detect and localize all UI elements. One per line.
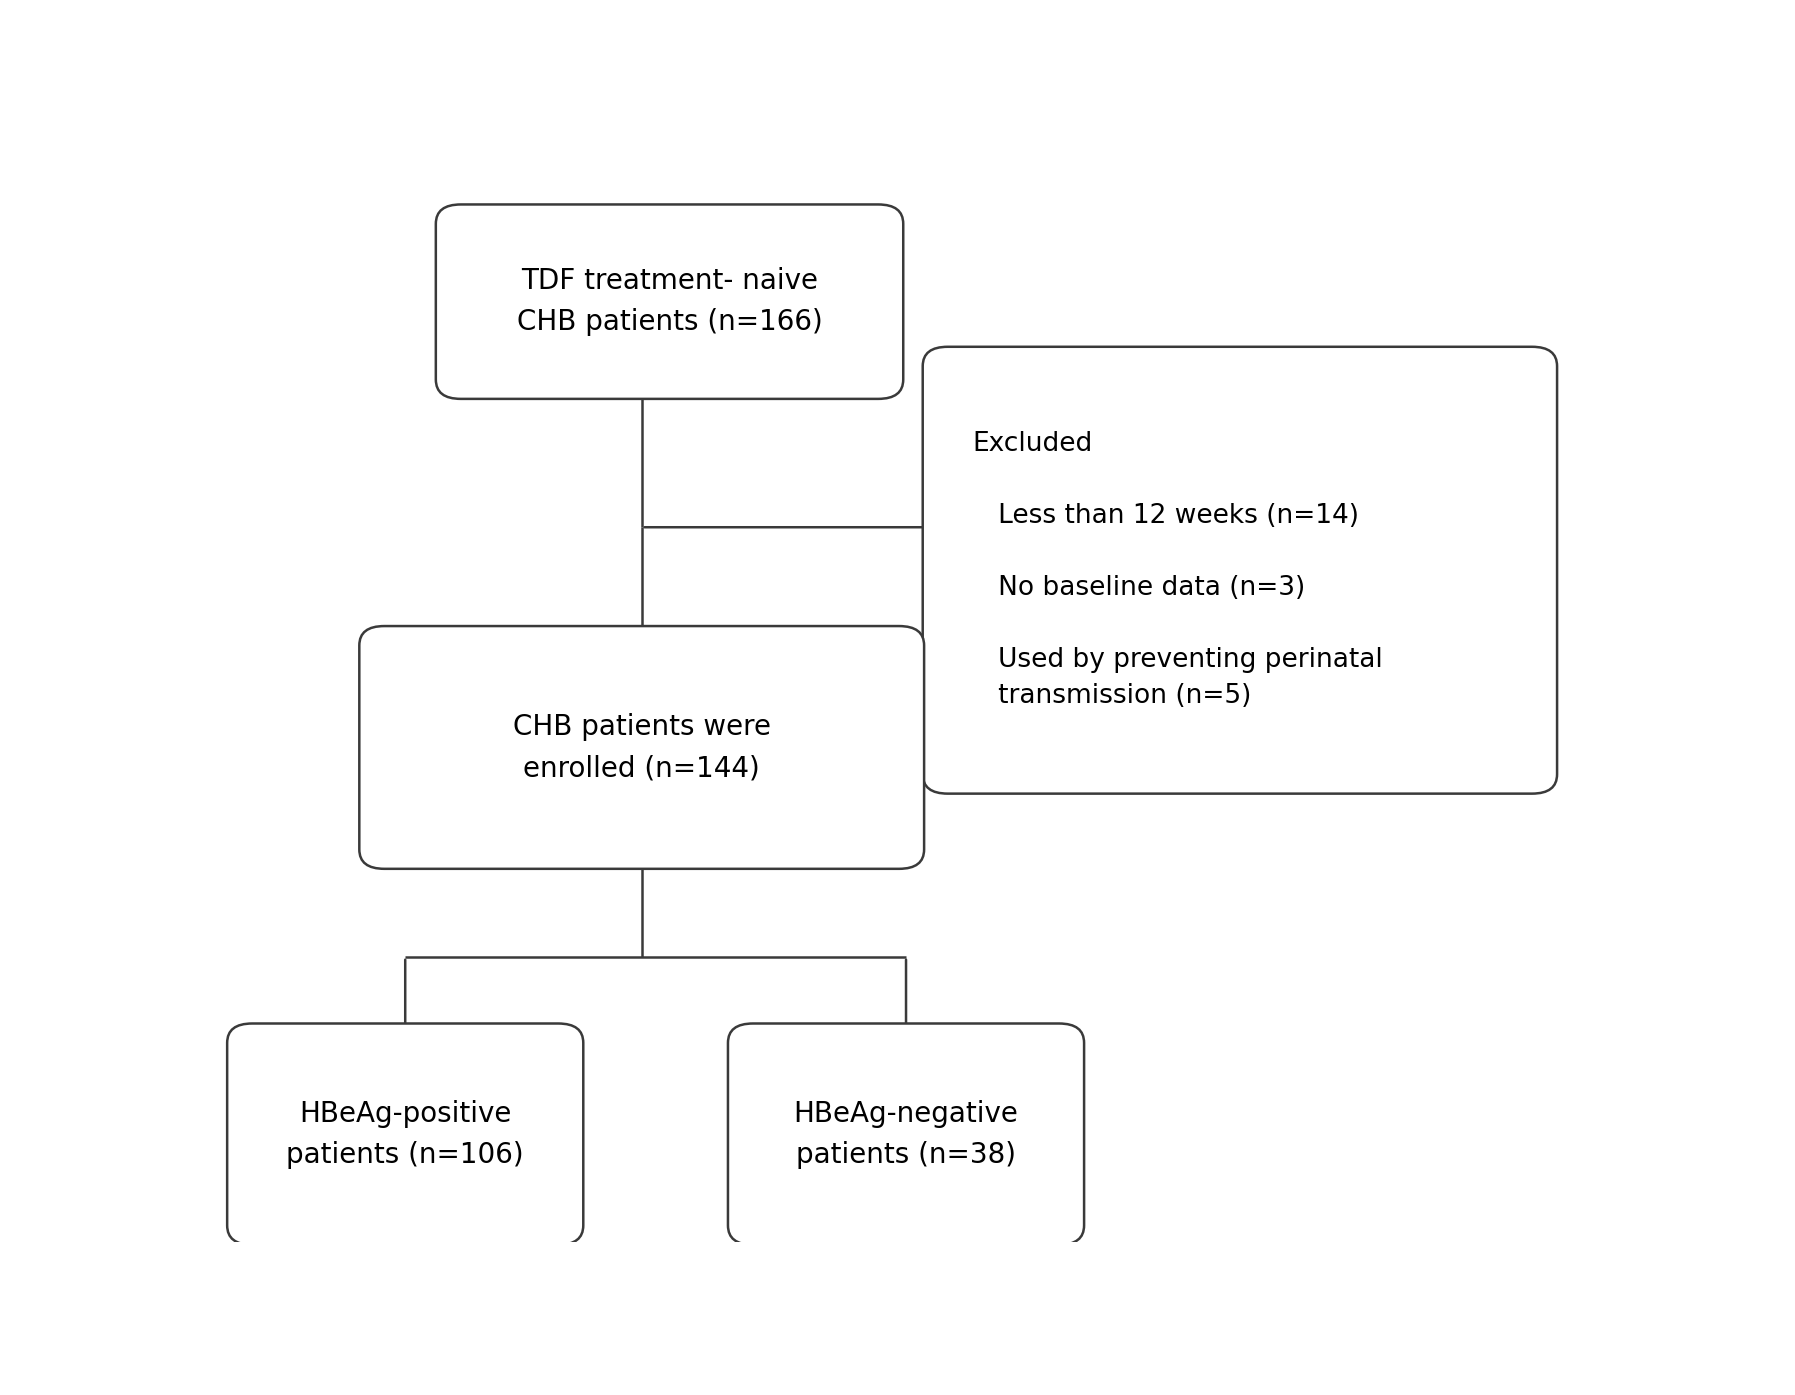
Text: Excluded

   Less than 12 weeks (n=14)

   No baseline data (n=3)

   Used by pr: Excluded Less than 12 weeks (n=14) No ba…: [973, 431, 1382, 709]
FancyBboxPatch shape: [729, 1024, 1084, 1244]
Text: HBeAg-negative
patients (n=38): HBeAg-negative patients (n=38): [793, 1099, 1018, 1169]
FancyBboxPatch shape: [923, 347, 1556, 794]
Text: CHB patients were
enrolled (n=144): CHB patients were enrolled (n=144): [513, 713, 770, 783]
FancyBboxPatch shape: [359, 626, 924, 869]
Text: TDF treatment- naive
CHB patients (n=166): TDF treatment- naive CHB patients (n=166…: [517, 266, 822, 336]
FancyBboxPatch shape: [436, 205, 903, 399]
FancyBboxPatch shape: [228, 1024, 583, 1244]
Text: HBeAg-positive
patients (n=106): HBeAg-positive patients (n=106): [287, 1099, 524, 1169]
